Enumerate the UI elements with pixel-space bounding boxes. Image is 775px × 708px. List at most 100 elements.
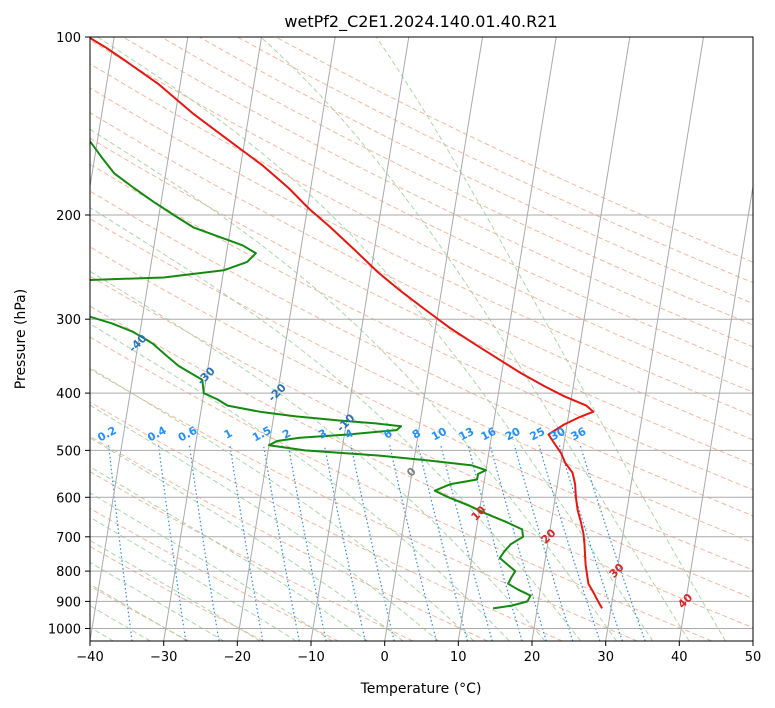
x-tick-label: −40 <box>76 650 103 665</box>
mixing-ratio-line <box>262 445 300 641</box>
mixing-ratio-line <box>229 445 264 641</box>
y-tick-label: 200 <box>56 209 81 224</box>
mixing-ratio-line <box>350 445 395 641</box>
mixing-ratio-line <box>287 445 327 641</box>
isotherm-label: -60 <box>0 233 18 256</box>
dry-adiabat-line <box>90 275 753 600</box>
isotherm-line <box>310 37 410 641</box>
dry-adiabat-line <box>90 218 753 544</box>
y-axis-label: Pressure (hPa) <box>13 289 29 389</box>
mixing-ratio-label: 30 <box>548 425 568 444</box>
series-lines <box>90 37 603 610</box>
moist-adiabat-line <box>375 37 726 641</box>
mixing-ratio-line <box>558 445 623 641</box>
dry-adiabat-line <box>275 37 753 263</box>
dry-adiabat-line <box>237 37 753 284</box>
mixing-ratio-line <box>579 445 646 641</box>
chart-title: wetPf2_C2E1.2024.140.01.40.R21 <box>284 12 557 32</box>
isotherm-line <box>531 37 631 641</box>
x-axis-label: Temperature (°C) <box>360 681 482 697</box>
y-tick-label: 500 <box>56 444 81 459</box>
dry-adiabat-line <box>90 112 753 441</box>
dry-adiabat-line <box>90 87 753 417</box>
mixing-ratio-label: 36 <box>569 425 589 444</box>
mixing-ratio-line <box>323 445 366 641</box>
dry-adiabat-line <box>90 336 712 641</box>
dry-adiabat-line <box>90 305 753 629</box>
mixing-ratio-label: 25 <box>528 425 548 444</box>
y-tick-label: 900 <box>56 595 81 610</box>
mixing-ratio-line <box>389 445 437 641</box>
mixing-ratio-label: 0.1 <box>49 424 72 445</box>
dry-adiabat-line <box>90 401 563 641</box>
mixing-ratio-label: 13 <box>457 425 477 444</box>
mixing-ratio-label: 8 <box>410 427 423 442</box>
isotherm-label: 0 <box>404 465 419 480</box>
isotherm-line <box>457 37 557 641</box>
x-tick-label: 10 <box>450 650 467 665</box>
moist-adiabat-line <box>90 207 582 641</box>
x-tick-label: 40 <box>671 650 688 665</box>
x-tick-label: 50 <box>745 650 762 665</box>
y-axis-ticks: 1000 900 800 700 600 500 400 300 200 100 <box>48 31 90 638</box>
dry-adiabat-line <box>122 37 753 348</box>
isotherm-line <box>90 37 189 641</box>
y-tick-label: 1000 <box>48 623 81 638</box>
moist-adiabat-line <box>90 466 368 641</box>
isotherm-line <box>678 183 753 641</box>
isotherm-label: -50 <box>59 289 82 312</box>
dewpoint-line <box>90 139 532 610</box>
mixing-ratio-line <box>417 445 469 641</box>
isotherm-line <box>163 37 262 641</box>
moist-adiabat-line <box>90 367 475 641</box>
moist-adiabat-line <box>90 539 261 641</box>
moist-adiabat-line <box>260 37 690 641</box>
mixing-ratio-label: 16 <box>479 425 499 444</box>
mixing-ratio-line <box>467 445 523 641</box>
mixing-ratio-line <box>188 445 220 641</box>
isotherm-line <box>605 37 704 641</box>
mixing-ratio-line <box>538 445 601 641</box>
mixing-ratio-line <box>158 445 187 641</box>
plot-frame <box>89 36 754 642</box>
mixing-ratio-label: 1 <box>222 427 235 442</box>
x-tick-label: −10 <box>297 650 324 665</box>
y-tick-label: 700 <box>56 531 81 546</box>
mixing-ratio-line <box>513 445 574 641</box>
y-tick-label: 800 <box>56 565 81 580</box>
mixing-ratio-label: 0.2 <box>95 424 118 445</box>
y-tick-label: 600 <box>56 491 81 506</box>
y-tick-label: 300 <box>56 313 81 328</box>
inline-labels: -100-90-80-70-60-50-40-30-20-10010203040… <box>0 233 695 611</box>
isotherm-label: -20 <box>266 381 289 404</box>
background-lines <box>90 37 753 641</box>
isotherm-line <box>752 637 753 641</box>
x-tick-label: 20 <box>524 650 541 665</box>
moist-adiabat-line <box>90 323 510 641</box>
dry-adiabat-line <box>90 39 753 370</box>
moist-adiabat-line <box>90 516 297 641</box>
moist-adiabat-line <box>90 437 404 641</box>
x-tick-label: −30 <box>150 650 177 665</box>
mixing-ratio-label: 20 <box>503 425 523 444</box>
dry-adiabat-line <box>90 137 753 466</box>
moist-adiabat-line <box>90 561 224 641</box>
moist-adiabat-line <box>90 492 333 641</box>
x-tick-label: 0 <box>381 650 389 665</box>
isotherm-line <box>236 37 336 641</box>
isotherm-label: 40 <box>675 591 695 611</box>
dry-adiabat-line <box>90 163 753 491</box>
isotherm-label: -40 <box>126 331 149 354</box>
dry-adiabat-line <box>90 507 339 641</box>
moist-adiabat-line <box>90 270 546 641</box>
isotherm-line <box>90 37 115 190</box>
isotherm-label: 30 <box>607 560 627 580</box>
y-tick-label: 100 <box>56 31 81 46</box>
dry-adiabat-line <box>90 246 753 571</box>
mixing-ratio-label: 10 <box>429 425 449 444</box>
moist-adiabat-line <box>97 37 654 641</box>
x-tick-label: −20 <box>224 650 251 665</box>
mixing-ratio-label: 0.4 <box>145 424 169 445</box>
temperature-line <box>90 37 603 609</box>
